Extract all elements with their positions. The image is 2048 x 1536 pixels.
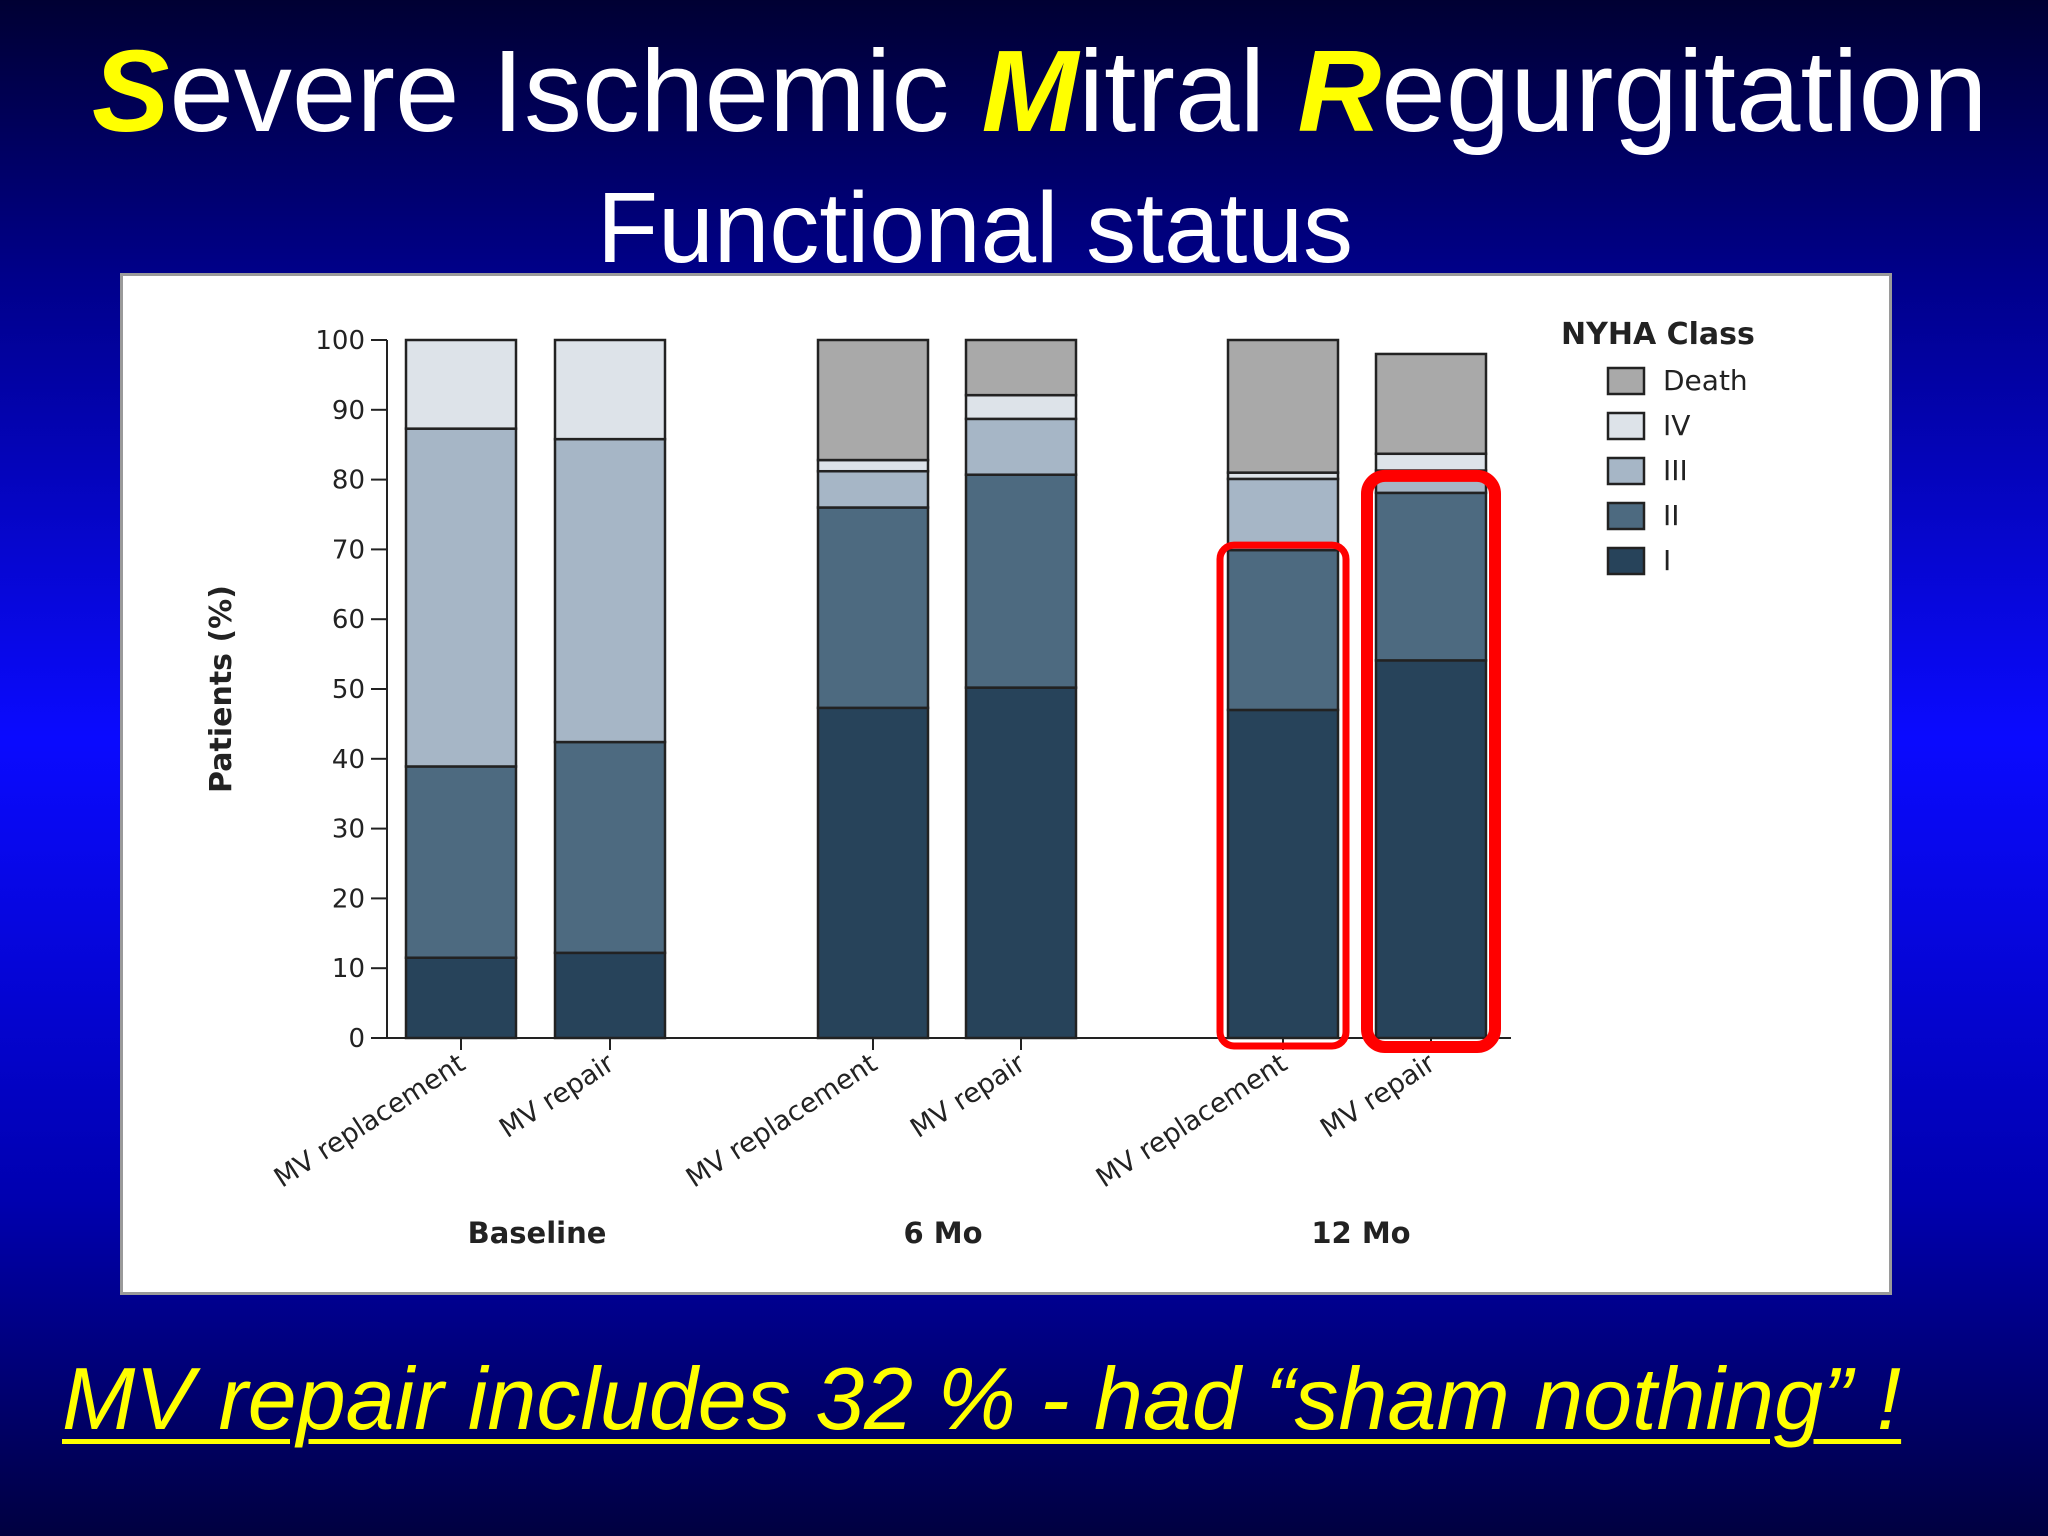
slide-title: Severe Ischemic Mitral Regurgitation (92, 22, 1987, 161)
x-tick-label: MV repair (905, 1047, 1031, 1144)
group-label: 12 Mo (1311, 1216, 1410, 1250)
bar-segment-i (553, 951, 667, 1040)
legend-title: NYHA Class (1561, 317, 1755, 352)
y-tick-label: 0 (348, 1024, 365, 1054)
title-part-3: egurgitation (1381, 26, 1988, 156)
legend-label: II (1663, 499, 1680, 532)
bar-segment-i (1226, 708, 1340, 1040)
bar-segment-death (964, 338, 1078, 397)
y-axis-title: Patients (%) (204, 585, 239, 793)
y-tick-label: 50 (332, 675, 365, 705)
legend-label: IV (1663, 409, 1690, 442)
legend-label: III (1663, 454, 1688, 487)
bar-segment-iii (553, 437, 667, 744)
bar-segment-iii (1226, 477, 1340, 552)
highlight-outline (1361, 469, 1501, 1053)
title-part-1: evere Ischemic (169, 26, 982, 156)
y-tick-label: 40 (332, 745, 365, 775)
chart-panel: 0 10 20 30 40 50 60 70 80 90 100 Patients (%) MV rep… (120, 273, 1892, 1295)
y-tick-label: 100 (315, 326, 365, 356)
x-tick-label: MV replacement (1091, 1048, 1293, 1194)
x-tick-label: MV replacement (269, 1048, 471, 1194)
bar-segment-ii (404, 765, 518, 959)
y-tick-label: 70 (332, 535, 365, 565)
y-tick-label: 30 (332, 815, 365, 845)
y-tick-label: 90 (332, 396, 365, 426)
x-tick-label: MV replacement (681, 1048, 883, 1194)
footer-note: MV repair includes 32 % - had “sham noth… (62, 1349, 1902, 1448)
bar-segment-i (404, 956, 518, 1040)
y-tick-label: 60 (332, 605, 365, 635)
bar-segment-death (816, 338, 930, 462)
bar-segment-iv (404, 338, 518, 430)
group-label: 6 Mo (903, 1216, 982, 1250)
legend-swatch (1606, 501, 1646, 531)
title-part-2: itral (1078, 26, 1298, 156)
bar-segment-iii (964, 417, 1078, 476)
y-tick-label: 80 (332, 466, 365, 496)
bar-segment-ii (964, 473, 1078, 689)
bar-segment-ii (553, 740, 667, 955)
bar-segment-i (964, 686, 1078, 1040)
legend-swatch (1606, 366, 1646, 396)
bar-segment-iv (964, 393, 1078, 421)
legend-label: I (1663, 544, 1671, 577)
bar-segment-ii (816, 506, 930, 710)
stacked-bar-chart: 0 10 20 30 40 50 60 70 80 90 100 Patients (%) MV rep… (204, 317, 1755, 1250)
legend-swatch (1606, 546, 1646, 576)
y-tick-label: 10 (332, 954, 365, 984)
bar-segment-i (1374, 659, 1488, 1040)
title-letter-m: M (981, 26, 1079, 156)
bar-segment-iv (553, 338, 667, 441)
legend-label: Death (1663, 364, 1748, 397)
slide-subtitle: Functional status (597, 172, 1353, 284)
title-letter-r: R (1297, 26, 1382, 156)
bar-segment-iii (816, 469, 930, 509)
y-tick-label: 20 (332, 884, 365, 914)
bar-segment-i (816, 706, 930, 1040)
highlight-outline (1216, 541, 1350, 1050)
x-tick-label: MV repair (494, 1047, 620, 1144)
legend-swatch (1606, 456, 1646, 486)
title-letter-s: S (92, 26, 170, 156)
bar-segment-death (1374, 352, 1488, 456)
bar-segment-iii (404, 427, 518, 768)
bar-segment-iv (816, 458, 930, 473)
legend-swatch (1606, 411, 1646, 441)
bar-segment-iv (1374, 452, 1488, 472)
x-tick-label: MV repair (1315, 1047, 1441, 1144)
group-label: Baseline (468, 1216, 607, 1250)
bar-segment-ii (1226, 548, 1340, 712)
bar-segment-death (1226, 338, 1340, 474)
bar-segment-ii (1374, 491, 1488, 662)
